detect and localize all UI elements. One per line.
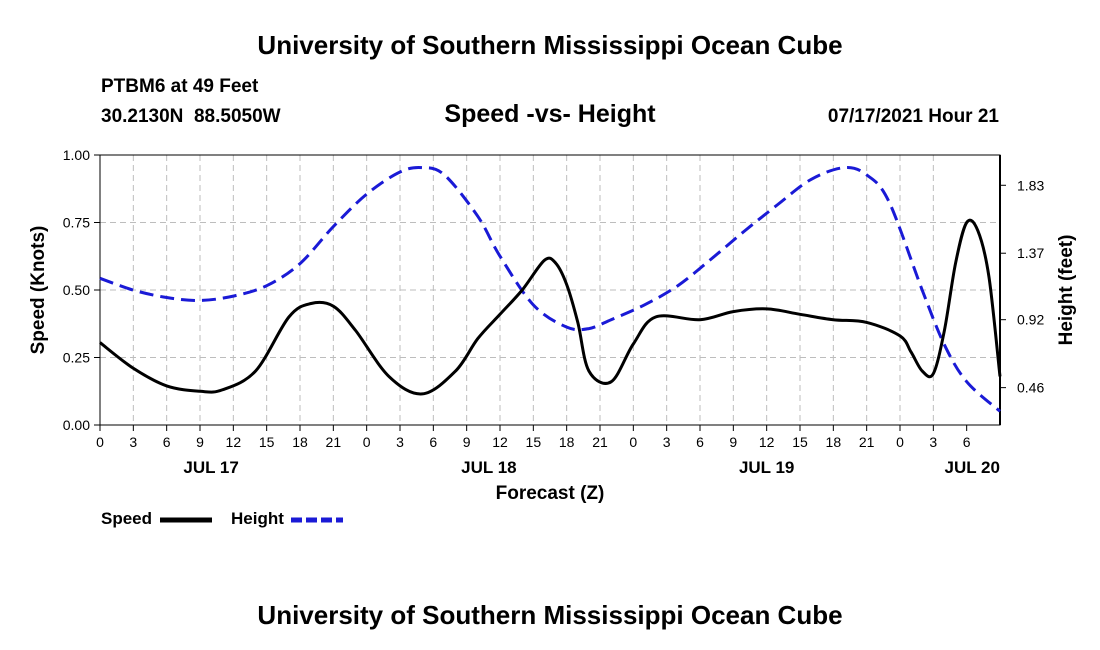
day-label: JUL 17 [183,458,238,477]
x-tick-label: 18 [826,434,842,450]
y-tick-label: 0.50 [63,282,90,298]
y-tick-label: 0.25 [63,350,90,366]
x-tick-label: 0 [96,434,104,450]
x-tick-label: 0 [363,434,371,450]
day-label: JUL 18 [461,458,516,477]
x-tick-label: 12 [492,434,508,450]
y2-tick-label: 0.92 [1017,312,1044,328]
series-line-speed [99,218,1002,396]
x-tick-label: 21 [859,434,875,450]
x-tick-label: 0 [896,434,904,450]
x-tick-label: 15 [792,434,808,450]
chart-title: Speed -vs- Height [444,100,656,128]
x-tick-label: 15 [526,434,542,450]
legend-height-label: Height [231,509,284,528]
x-tick-label: 9 [729,434,737,450]
x-tick-label: 9 [463,434,471,450]
series-line-height [99,165,1001,413]
x-tick-label: 3 [663,434,671,450]
forecast-datetime: 07/17/2021 Hour 21 [827,106,999,127]
x-tick-label: 21 [592,434,608,450]
x-tick-label: 21 [326,434,342,450]
x-tick-label: 6 [429,434,437,450]
y-tick-label: 0.75 [63,215,90,231]
x-tick-label: 18 [559,434,575,450]
legend-speed-label: Speed [101,509,153,528]
x-tick-label: 6 [163,434,171,450]
x-tick-label: 12 [226,434,242,450]
day-label: JUL 20 [944,458,999,477]
x-tick-label: 18 [292,434,308,450]
y-tick-label: 0.00 [63,417,90,433]
x-tick-label: 3 [929,434,937,450]
y2-axis-title: Height (feet) [1056,235,1077,346]
header-title: University of Southern Mississippi Ocean… [257,30,843,60]
y2-tick-label: 1.83 [1017,177,1044,193]
y2-tick-label: 0.46 [1017,380,1044,396]
x-axis-title: Forecast (Z) [496,483,605,504]
y-tick-label: 1.00 [63,147,90,163]
x-tick-label: 3 [396,434,404,450]
x-tick-label: 3 [129,434,137,450]
y-axis-title: Speed (Knots) [28,226,49,355]
x-tick-label: 15 [259,434,275,450]
x-tick-label: 9 [196,434,204,450]
x-tick-label: 6 [963,434,971,450]
x-tick-label: 0 [629,434,637,450]
y2-tick-label: 1.37 [1017,245,1044,261]
day-label: JUL 19 [739,458,794,477]
footer-title: University of Southern Mississippi Ocean… [257,600,843,630]
x-tick-label: 6 [696,434,704,450]
station-coords: 30.2130N 88.5050W [101,106,281,127]
station-name: PTBM6 at 49 Feet [101,76,259,97]
x-tick-label: 12 [759,434,775,450]
